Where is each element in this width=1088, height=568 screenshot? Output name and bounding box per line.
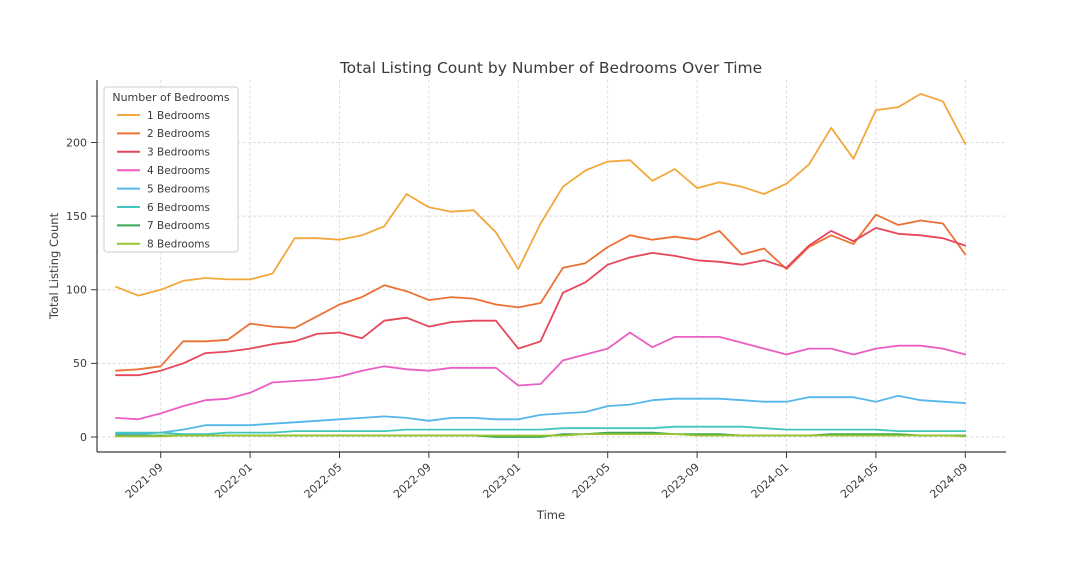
- x-axis-label: Time: [536, 508, 565, 522]
- x-tick-label: 2023-05: [570, 461, 613, 501]
- series-line-2-bedrooms: [115, 213, 967, 372]
- x-tick-label: 2024-01: [749, 461, 792, 501]
- legend-entries: 1 Bedrooms 2 Bedrooms 3 Bedrooms 4 Bedrooms…: [117, 110, 210, 251]
- legend: Number of Bedrooms 1 Bedrooms 2 Bedrooms 3…: [103, 86, 239, 253]
- legend-label-7-bedrooms: 7 Bedrooms: [147, 220, 210, 232]
- y-tick-label: 200: [66, 136, 87, 149]
- legend-label-3-bedrooms: 3 Bedrooms: [147, 147, 210, 159]
- x-tick-label: 2022-01: [212, 461, 255, 501]
- series-layer: [115, 93, 967, 438]
- legend-title: Number of Bedrooms: [112, 91, 230, 104]
- x-tick-label: 2023-01: [480, 461, 523, 501]
- legend-box: [103, 86, 239, 253]
- y-axis-label: Total Listing Count: [47, 212, 61, 320]
- y-tick-label: 100: [66, 284, 87, 297]
- y-tick-label: 0: [80, 431, 87, 444]
- legend-label-5-bedrooms: 5 Bedrooms: [147, 183, 210, 195]
- x-tick-label: 2022-05: [302, 461, 345, 501]
- y-tick-label: 50: [73, 357, 87, 370]
- series-line-1-bedrooms: [115, 93, 967, 297]
- series-line-3-bedrooms: [115, 226, 967, 377]
- legend-label-4-bedrooms: 4 Bedrooms: [147, 165, 210, 177]
- series-line-4-bedrooms: [115, 331, 967, 421]
- legend-label-8-bedrooms: 8 Bedrooms: [147, 239, 210, 251]
- x-tick-label: 2024-09: [927, 461, 970, 501]
- x-tick-label: 2022-09: [391, 461, 434, 501]
- legend-label-2-bedrooms: 2 Bedrooms: [147, 128, 210, 140]
- legend-label-1-bedrooms: 1 Bedrooms: [147, 110, 210, 122]
- series-line-5-bedrooms: [115, 394, 967, 436]
- x-tick-label: 2021-09: [123, 461, 166, 501]
- x-tick-label: 2023-09: [659, 461, 702, 501]
- grid-layer: [97, 80, 1006, 452]
- series-line-6-bedrooms: [115, 425, 967, 436]
- series-line-8-bedrooms: [115, 433, 967, 438]
- y-tick-label: 150: [66, 210, 87, 223]
- legend-label-6-bedrooms: 6 Bedrooms: [147, 202, 210, 214]
- x-tick-label: 2024-05: [838, 461, 881, 501]
- chart-title: Total Listing Count by Number of Bedroom…: [339, 59, 762, 77]
